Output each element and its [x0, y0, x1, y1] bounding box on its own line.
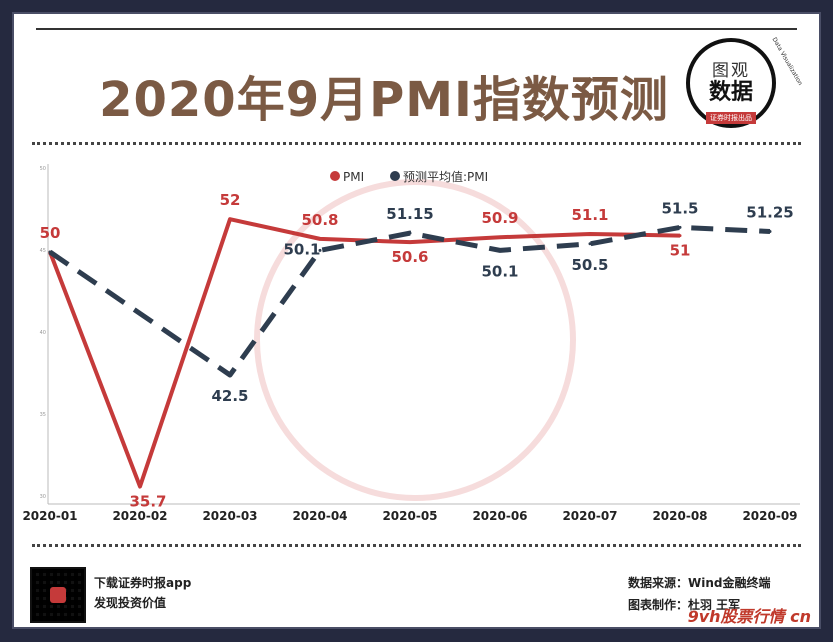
data-point	[498, 248, 502, 252]
y-tick-label: 35	[40, 412, 46, 418]
watermark-circle	[254, 179, 576, 501]
data-point	[678, 234, 682, 238]
data-label: 50.8	[301, 211, 338, 229]
data-label: 50.1	[283, 240, 320, 258]
x-tick-label: 2020-05	[382, 509, 437, 523]
logo-line2: 数据	[708, 80, 753, 105]
top-divider	[32, 142, 801, 145]
x-tick-label: 2020-03	[202, 509, 257, 523]
data-point	[678, 225, 682, 229]
x-tick-label: 2020-09	[742, 509, 797, 523]
footer-credit: 图表制作：杜羽 王军	[628, 598, 741, 612]
data-point	[588, 242, 592, 246]
logo-line1: 图观	[712, 61, 750, 81]
data-label: 50	[40, 224, 61, 242]
data-label: 50.1	[481, 262, 518, 280]
y-tick-label: 30	[40, 494, 46, 500]
footer-app-line: 下载证券时报app	[94, 576, 192, 590]
site-watermark: 9vh股票行情 cn	[687, 607, 811, 626]
data-label: 42.5	[211, 387, 248, 405]
data-point	[408, 240, 412, 244]
data-label: 50.6	[391, 248, 428, 266]
data-label: 51	[670, 242, 691, 260]
data-point	[408, 231, 412, 235]
brand-logo: 图观 数据 证券时报出品 Data Visualization	[686, 36, 804, 128]
data-label: 35.7	[129, 493, 166, 511]
x-tick-label: 2020-07	[562, 509, 617, 523]
logo-line3: 证券时报出品	[706, 112, 756, 124]
x-tick-label: 2020-06	[472, 509, 527, 523]
data-point	[498, 235, 502, 239]
data-label: 50.9	[481, 209, 518, 227]
data-point	[318, 248, 322, 252]
footer-source: 数据来源：Wind金融终端	[628, 576, 771, 590]
y-tick-label: 45	[40, 248, 46, 254]
data-point	[228, 373, 232, 377]
legend-swatch	[330, 171, 340, 181]
y-tick-label: 40	[40, 330, 46, 336]
footer-slogan: 发现投资价值	[94, 596, 167, 610]
data-point	[138, 485, 142, 489]
data-label: 51.5	[661, 199, 698, 217]
x-tick-label: 2020-04	[292, 509, 347, 523]
data-label: 51.1	[571, 206, 608, 224]
bottom-divider	[32, 544, 801, 547]
data-label: 52	[220, 191, 241, 209]
x-tick-label: 2020-02	[112, 509, 167, 523]
legend-swatch	[390, 171, 400, 181]
series-line-2	[48, 224, 771, 378]
x-tick-label: 2020-08	[652, 509, 707, 523]
legend-label: PMI	[343, 170, 364, 184]
data-label: 51.15	[386, 205, 433, 223]
legend-label: 预测平均值:PMI	[403, 169, 488, 184]
data-point	[318, 237, 322, 241]
data-point	[588, 232, 592, 236]
data-label: 51.25	[746, 204, 793, 222]
qr-code[interactable]	[30, 567, 86, 623]
data-point	[48, 250, 52, 254]
data-point	[228, 217, 232, 221]
data-point	[768, 230, 772, 233]
y-tick-label: 50	[40, 166, 46, 172]
x-tick-label: 2020-01	[22, 509, 77, 523]
data-label: 50.5	[571, 256, 608, 274]
chart-title: 2020年9月PMI指数预测	[99, 72, 669, 128]
top-rule	[36, 28, 797, 30]
